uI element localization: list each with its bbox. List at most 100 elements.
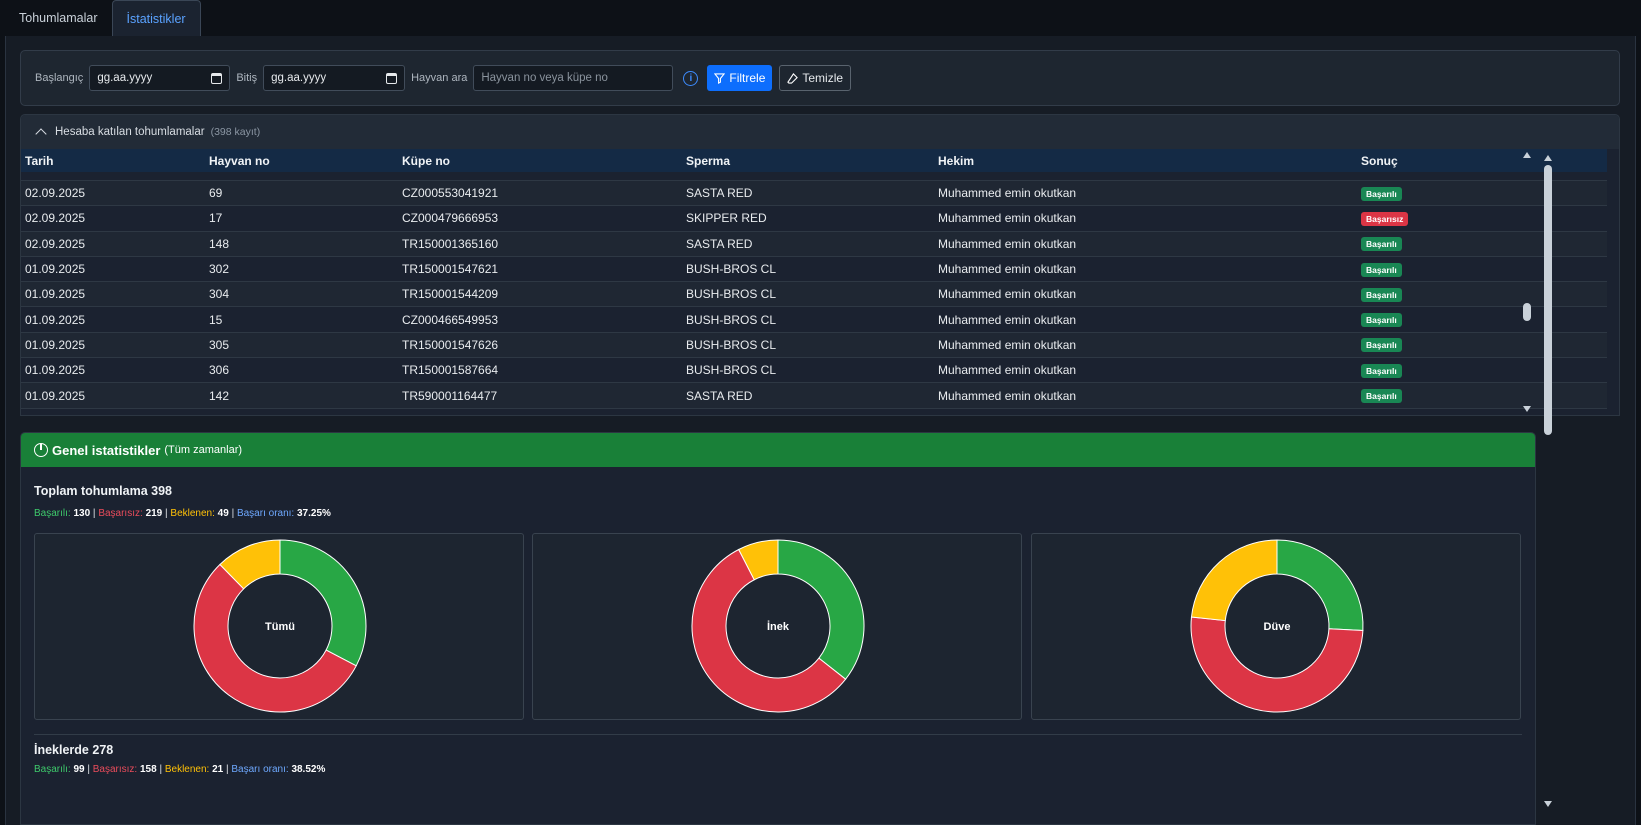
calendar-icon[interactable] [386, 72, 398, 84]
result-badge: Başarılı [1361, 186, 1402, 201]
page-scroll-thumb[interactable] [1544, 165, 1552, 435]
fail-label: Başarısız: [98, 508, 143, 519]
inseminations-table-card: Hesaba katılan tohumlamalar (398 kayıt) … [20, 114, 1620, 416]
table-collapse-toggle[interactable]: Hesaba katılan tohumlamalar (398 kayıt) [21, 115, 1619, 149]
cell-ear-tag: TR150001544209 [402, 287, 499, 302]
pending-count: 49 [217, 508, 229, 519]
stats-header: Genel istatistikler (Tüm zamanlar) [21, 433, 1535, 467]
end-date-input[interactable]: gg.aa.yyyy [263, 65, 406, 91]
donut-slice-başarısız[interactable] [1190, 616, 1364, 713]
cows-title: İneklerde 278 [34, 743, 114, 757]
success-count: 99 [73, 764, 85, 775]
eraser-icon [787, 72, 799, 84]
col-header-vet[interactable]: Hekim [938, 153, 975, 168]
donut-slice-başarısız[interactable] [691, 548, 847, 713]
cell-sperm: BUSH-BROS CL [686, 287, 777, 302]
end-date-label: Bitiş [236, 72, 258, 84]
info-icon[interactable]: i [683, 70, 699, 86]
cell-date: 01.09.2025 [25, 287, 86, 302]
table-header: Tarih Hayvan no Küpe no Sperma Hekim Son… [21, 149, 1607, 172]
tab-tohumlamalar[interactable]: Tohumlamalar [19, 10, 98, 25]
result-badge: Başarısız [1361, 211, 1409, 226]
chevron-up-icon [35, 128, 47, 140]
scroll-down-arrow-icon[interactable] [1523, 406, 1531, 412]
rate-label: Başarı oranı: [231, 764, 289, 775]
col-header-sperm[interactable]: Sperma [686, 153, 731, 168]
record-count: (398 kayıt) [210, 126, 261, 138]
cell-sperm: SKIPPER RED [686, 211, 767, 226]
table-row-partial [21, 172, 1607, 181]
success-label: Başarılı: [34, 508, 71, 519]
start-date-label: Başlangıç [35, 72, 84, 84]
scroll-up-arrow-icon[interactable] [1523, 152, 1531, 158]
donut-slice-beklenen[interactable] [738, 539, 779, 581]
start-date-input[interactable]: gg.aa.yyyy [89, 65, 231, 91]
cell-vet: Muhammed emin okutkan [938, 186, 1077, 201]
tab-istatistikler[interactable]: İstatistikler [111, 0, 201, 37]
cell-date: 01.09.2025 [25, 337, 86, 352]
donut-chart-cow[interactable]: İnek [533, 534, 1023, 721]
main-panel: Başlangıç gg.aa.yyyy Bitiş gg.aa.yyyy Ha… [5, 36, 1636, 825]
col-header-result[interactable]: Sonuç [1361, 153, 1398, 168]
cell-ear-tag: TR150001587664 [402, 363, 499, 378]
cell-date: 01.09.2025 [25, 262, 86, 277]
col-header-date[interactable]: Tarih [25, 153, 54, 168]
scroll-down-arrow-icon[interactable] [1544, 801, 1552, 807]
cell-vet: Muhammed emin okutkan [938, 287, 1077, 302]
cell-sperm: BUSH-BROS CL [686, 337, 777, 352]
cell-animal-no: 302 [209, 262, 230, 277]
cell-date: 01.09.2025 [25, 312, 86, 327]
donut-slice-başarılı[interactable] [1276, 539, 1364, 632]
donut-slice-beklenen[interactable] [1190, 539, 1278, 622]
donut-chart-heifer[interactable]: Düve [1032, 534, 1522, 721]
cell-animal-no: 304 [209, 287, 230, 302]
clear-button[interactable]: Temizle [779, 65, 852, 91]
cell-vet: Muhammed emin okutkan [938, 262, 1077, 277]
table-row[interactable]: 02.09.2025 148 TR150001365160 SASTA RED … [21, 231, 1607, 257]
animal-search-label: Hayvan ara [411, 72, 468, 84]
animal-search-input[interactable]: Hayvan no veya küpe no [473, 65, 674, 91]
donut-panel-all: Tümü [34, 533, 524, 720]
table-row[interactable]: 01.09.2025 302 TR150001547621 BUSH-BROS … [21, 257, 1607, 283]
donut-panel-heifer: Düve [1031, 533, 1521, 720]
col-header-animal-no[interactable]: Hayvan no [209, 153, 270, 168]
col-header-ear-tag[interactable]: Küpe no [402, 153, 450, 168]
pie-chart-icon [34, 443, 48, 457]
table-scroll-thumb[interactable] [1523, 303, 1531, 321]
cell-sperm: SASTA RED [686, 186, 753, 201]
donut-slice-başarılı[interactable] [279, 539, 367, 667]
general-stats-card: Genel istatistikler (Tüm zamanlar) Topla… [20, 432, 1536, 825]
table-row[interactable]: 01.09.2025 142 TR590001164477 SASTA RED … [21, 383, 1607, 409]
donut-panel-cow: İnek [532, 533, 1022, 720]
donut-slice-başarısız[interactable] [193, 563, 357, 713]
cell-sperm: SASTA RED [686, 236, 753, 251]
cell-vet: Muhammed emin okutkan [938, 312, 1077, 327]
cell-animal-no: 69 [209, 186, 223, 201]
cell-ear-tag: CZ000466549953 [402, 312, 499, 327]
donut-slice-beklenen[interactable] [219, 539, 281, 590]
table-scrollbar[interactable] [1521, 148, 1533, 416]
table-row[interactable]: 01.09.2025 304 TR150001544209 BUSH-BROS … [21, 282, 1607, 308]
table-row[interactable]: 01.09.2025 306 TR150001587664 BUSH-BROS … [21, 358, 1607, 384]
donut-center-label: İnek [767, 620, 790, 633]
search-placeholder: Hayvan no veya küpe no [481, 72, 608, 84]
start-date-value: gg.aa.yyyy [97, 72, 153, 84]
donut-slice-başarılı[interactable] [777, 539, 865, 680]
calendar-icon[interactable] [211, 72, 223, 84]
cell-animal-no: 305 [209, 337, 230, 352]
pending-label: Beklenen: [164, 764, 210, 775]
scroll-up-arrow-icon[interactable] [1544, 155, 1552, 161]
cell-date: 01.09.2025 [25, 363, 86, 378]
table-row[interactable]: 01.09.2025 15 CZ000466549953 BUSH-BROS C… [21, 307, 1607, 333]
cell-ear-tag: TR150001365160 [402, 236, 499, 251]
table-row[interactable]: 02.09.2025 69 CZ000553041921 SASTA RED M… [21, 181, 1607, 207]
cell-ear-tag: TR150001547626 [402, 337, 499, 352]
table-row[interactable]: 01.09.2025 305 TR150001547626 BUSH-BROS … [21, 332, 1607, 359]
divider [34, 734, 1522, 735]
cell-ear-tag: TR590001164477 [402, 388, 498, 403]
table-row[interactable]: 02.09.2025 17 CZ000479666953 SKIPPER RED… [21, 206, 1607, 232]
cell-date: 02.09.2025 [25, 211, 86, 226]
page-scrollbar[interactable] [1541, 151, 1555, 811]
filter-button[interactable]: Filtrele [707, 65, 773, 91]
donut-chart-all[interactable]: Tümü [35, 534, 525, 721]
